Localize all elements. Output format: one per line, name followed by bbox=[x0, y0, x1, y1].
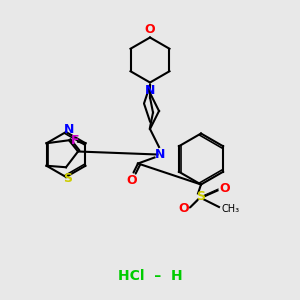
Text: HCl  –  H: HCl – H bbox=[118, 269, 182, 283]
Text: S: S bbox=[196, 190, 206, 203]
Text: O: O bbox=[127, 174, 137, 187]
Text: F: F bbox=[71, 134, 79, 147]
Text: N: N bbox=[145, 84, 155, 97]
Text: S: S bbox=[63, 172, 72, 185]
Text: O: O bbox=[219, 182, 230, 196]
Text: CH₃: CH₃ bbox=[222, 203, 240, 214]
Text: N: N bbox=[64, 123, 74, 136]
Text: N: N bbox=[155, 148, 166, 161]
Text: O: O bbox=[145, 23, 155, 36]
Text: O: O bbox=[178, 202, 189, 215]
